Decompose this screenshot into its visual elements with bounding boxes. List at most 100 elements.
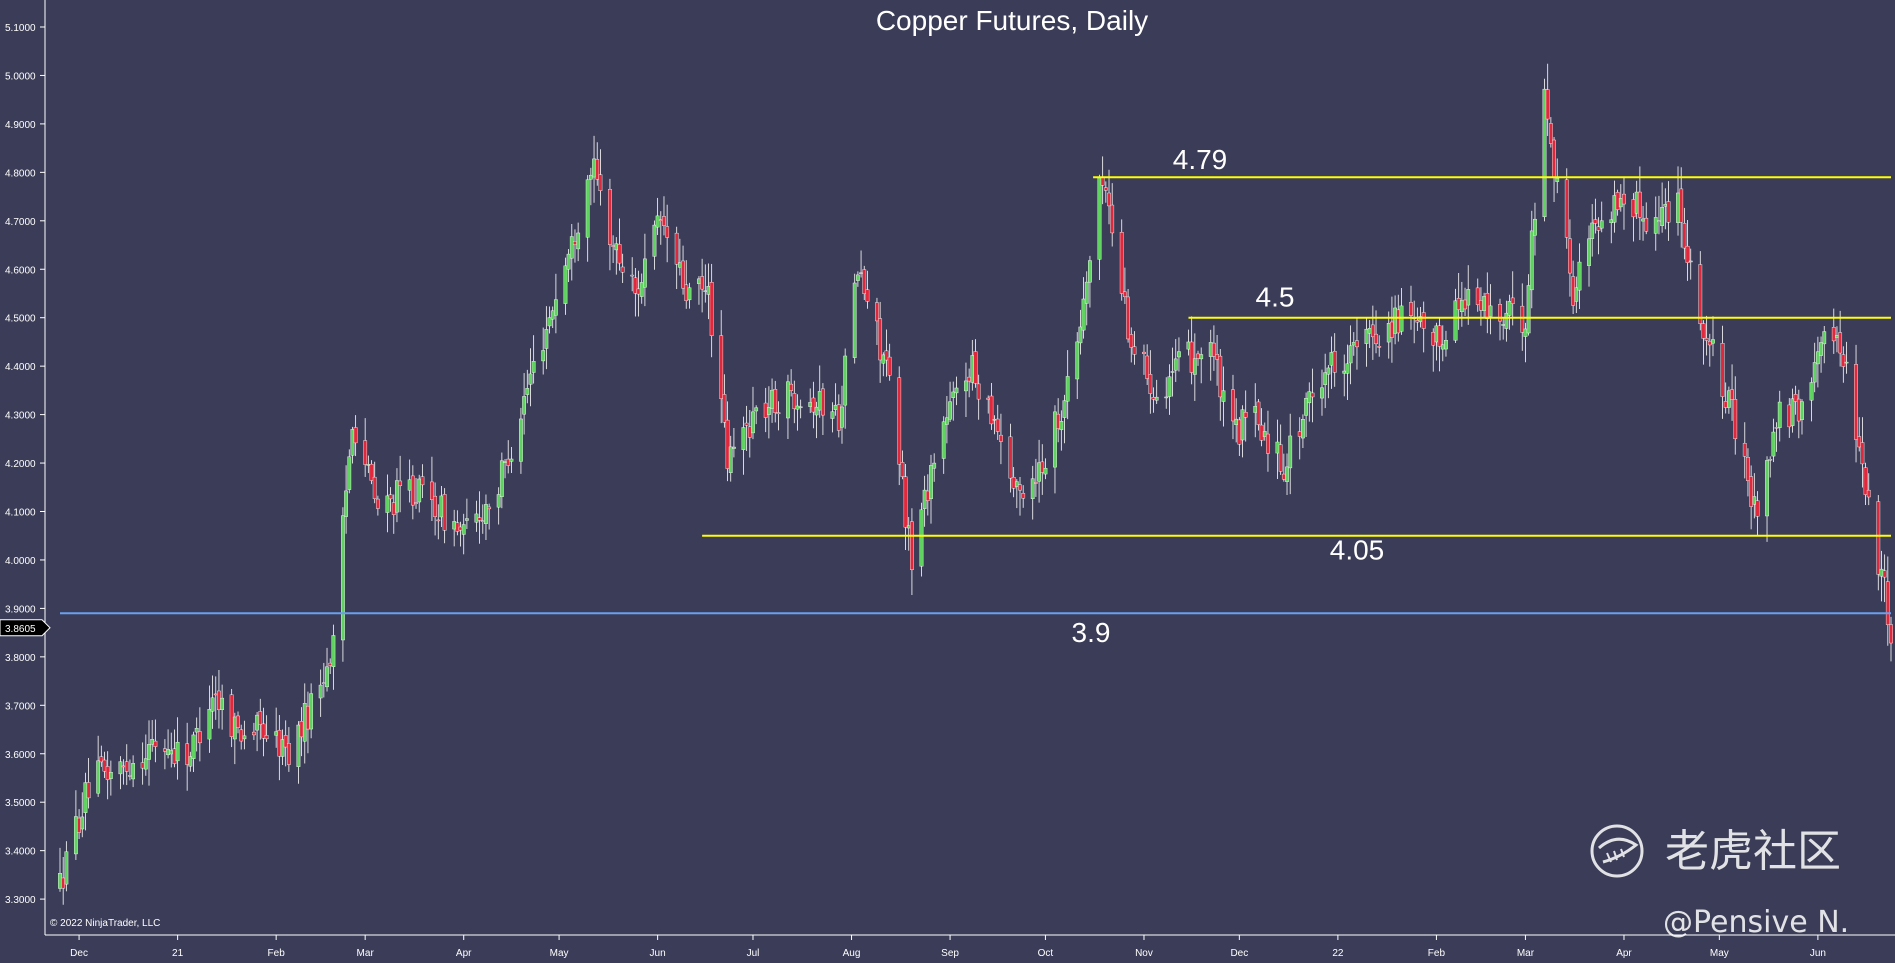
candle [855,271,860,287]
candle-body-down [925,490,930,501]
candle-body-up [385,495,390,513]
candle-body-down [1011,477,1016,489]
candle-body-down [878,318,883,361]
candle [884,329,889,377]
candle-body-up [531,361,536,373]
candle-body-up [1326,367,1331,375]
candle-body-up [464,518,469,521]
candle [700,258,705,313]
candle-body-down [1431,332,1436,346]
candle-body-down [1415,320,1420,323]
candle [147,720,151,786]
candle-body-down [153,740,158,747]
candle-body-up [439,495,444,518]
candle-body-up [1304,398,1308,416]
candle-body-down [1596,226,1601,231]
candle-body-down [1485,293,1490,319]
candle [544,306,549,370]
candle-body-down [903,476,908,528]
candle [347,449,352,494]
candle [1119,219,1124,301]
candle-body-down [910,521,914,570]
candle [1545,63,1550,137]
candle-body-up [341,515,345,641]
candle-body-up [576,232,581,250]
candle [1326,365,1331,399]
candle-body-up [503,461,507,463]
candle-body-down [1889,624,1893,644]
candle [1637,166,1642,241]
candle [1777,390,1782,442]
candle [229,688,234,748]
candle [1771,418,1776,463]
candle-body-down [1266,433,1270,454]
candle-body-down [239,729,244,742]
candle [1033,458,1038,497]
x-tick-label: Feb [1428,948,1446,959]
candle [1593,198,1598,234]
candle [1755,491,1760,537]
candle-body-down [662,216,666,226]
candle [1332,333,1337,387]
candle-body-up [309,693,314,730]
candle [131,755,136,788]
candle [1800,399,1804,435]
candle-body-down [277,730,282,757]
candle [1688,248,1693,280]
y-tick-label: 4.0000 [5,556,36,567]
y-tick-label: 4.8000 [5,168,36,179]
candle-body-down [375,498,380,509]
candle [430,456,434,522]
candle [878,301,883,383]
candle [309,683,314,739]
candle-body-up [1587,238,1591,266]
candle-body-up [703,290,708,292]
candle-body-down [1860,442,1865,465]
candle [1307,382,1312,422]
candle-body-up [407,479,412,491]
candle [811,381,816,429]
candle-body-down [700,276,705,290]
candle [1053,405,1057,494]
candle [1088,255,1092,308]
candle [1453,288,1458,344]
candle-body-up [118,761,123,775]
candle-body-up [1653,217,1658,234]
candle [1529,210,1534,309]
candle-body-down [1297,431,1302,437]
candle [264,715,269,742]
candle-body-down [1571,276,1576,306]
candle [461,513,466,555]
candle-body-up [728,446,733,473]
candle [1021,485,1026,508]
x-tick-label: 21 [172,948,184,959]
candle-body-down [1237,419,1242,445]
candle [398,455,403,513]
candle-body-up [188,756,193,767]
candle [417,474,422,513]
candle-body-up [1663,204,1668,207]
candle [280,729,285,766]
candle [732,428,736,458]
candle-body-up [325,666,329,688]
candle-body-up [169,750,174,755]
candle-body-up [417,478,422,503]
x-tick-label: Feb [268,948,286,959]
candle-body-up [1879,568,1884,577]
candle-body-up [1459,300,1464,313]
candle-body-up [528,373,533,385]
candle-body-down [299,721,304,738]
candle-body-up [964,380,968,392]
candle [185,722,190,791]
candle [1730,364,1734,421]
candle-body-down [1593,219,1598,224]
candle-body-down [989,395,994,425]
candle-body-down [477,517,482,521]
candle-body-up [951,391,956,398]
candle-body-up [1574,287,1579,302]
candle-body-down [1040,461,1045,473]
candle-body-up [150,739,155,745]
candle-body-down [763,402,768,418]
tiger-logo-icon [1590,824,1644,878]
candle-body-up [1577,261,1582,291]
